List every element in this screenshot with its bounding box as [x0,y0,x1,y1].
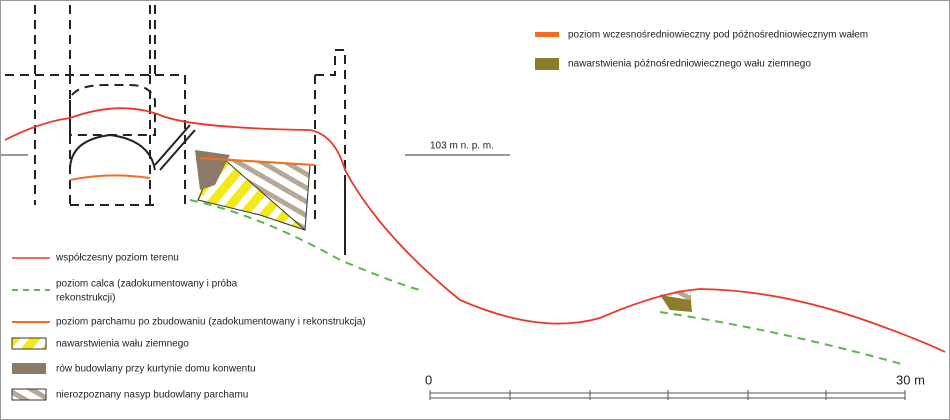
elevation-label: 103 m n. p. m. [430,141,494,152]
legend-label: współczesny poziom terenu [55,253,179,264]
swatch [12,363,46,374]
legend-label: poziom calca (zadokumentowany i próba [56,279,238,290]
bedrock-line [189,199,906,366]
legend-label: nawarstwienia późnośredniowiecznego wału… [568,59,811,70]
legend-label: poziom wczesnośredniowieczny pod późnośr… [568,30,868,41]
terrain-line [4,107,946,353]
scale-ticks [429,390,906,400]
legend-label: poziom parchamu po zbudowaniu (zadokumen… [56,317,366,328]
swatch [11,388,47,401]
layers [195,150,692,312]
structures [5,5,346,255]
parcham-line [69,157,316,181]
legend-label: nierozpoznany nasyp budowlany parchamu [56,390,248,401]
scale-bar: 0 30 m [425,372,925,400]
legend-bottom: współczesny poziom terenu poziom calca (… [11,253,366,401]
swatch [11,337,47,350]
legend-label: rów budowlany przy kurtynie domu konwent… [56,364,256,375]
legend-label: rekonstrukcji) [56,293,115,304]
legend-top: poziom wczesnośredniowieczny pod późnośr… [535,30,868,70]
scale-label: 0 [425,372,432,387]
swatch [535,32,559,37]
legend-label: nawarstwienia wału ziemnego [56,339,189,350]
swatch [535,58,559,70]
scale-label: 30 m [896,372,925,387]
